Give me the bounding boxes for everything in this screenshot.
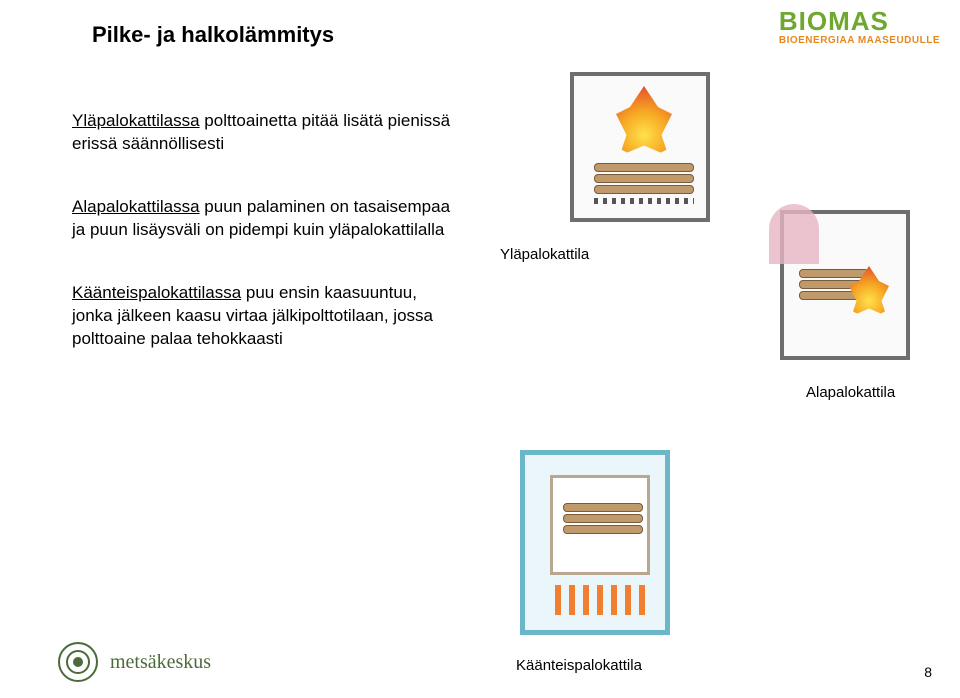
inner-chamber-icon (550, 475, 650, 575)
footer-logo-mark-icon (58, 642, 98, 682)
logs-bottom-icon (563, 503, 643, 536)
figure-top-boiler (540, 72, 740, 222)
boiler-box-bottom-icon (520, 450, 670, 635)
figure-right-boiler (780, 210, 940, 360)
grate-icon (594, 198, 694, 204)
brand-logo: BIOMAS BIOENERGIAA MAASEUDULLE (779, 6, 940, 46)
brand-logo-main: BIOMAS (779, 6, 940, 37)
figure-bottom-boiler (490, 450, 700, 635)
caption-bottom: Käänteispalokattila (516, 657, 642, 674)
flame-icon (609, 86, 679, 156)
page-title: Pilke- ja halkolämmitys (92, 22, 334, 48)
coil-icon (555, 585, 645, 615)
caption-right: Alapalokattila (806, 384, 895, 401)
logs-icon (594, 163, 694, 193)
paragraph-3: Käänteispalokattilassa puu ensin kaasuun… (72, 282, 452, 351)
footer-logo-text: metsäkeskus (110, 651, 211, 674)
para1-term: Yläpalokattilassa (72, 111, 200, 130)
footer-logo: metsäkeskus (58, 642, 211, 682)
boiler-box-right-icon (780, 210, 910, 360)
para3-term: Käänteispalokattilassa (72, 283, 241, 302)
smoke-icon (769, 204, 819, 264)
content-text: Yläpalokattilassa polttoainetta pitää li… (72, 110, 452, 391)
paragraph-2: Alapalokattilassa puun palaminen on tasa… (72, 196, 452, 242)
para2-term: Alapalokattilassa (72, 197, 200, 216)
paragraph-1: Yläpalokattilassa polttoainetta pitää li… (72, 110, 452, 156)
brand-logo-sub: BIOENERGIAA MAASEUDULLE (779, 35, 940, 46)
caption-top: Yläpalokattila (500, 246, 589, 263)
page-number: 8 (924, 664, 932, 680)
boiler-box-icon (570, 72, 710, 222)
